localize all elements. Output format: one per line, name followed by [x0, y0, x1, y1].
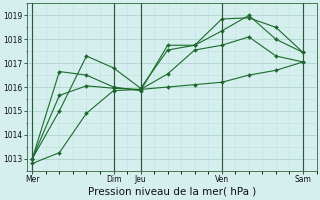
X-axis label: Pression niveau de la mer( hPa ): Pression niveau de la mer( hPa ) — [88, 187, 256, 197]
